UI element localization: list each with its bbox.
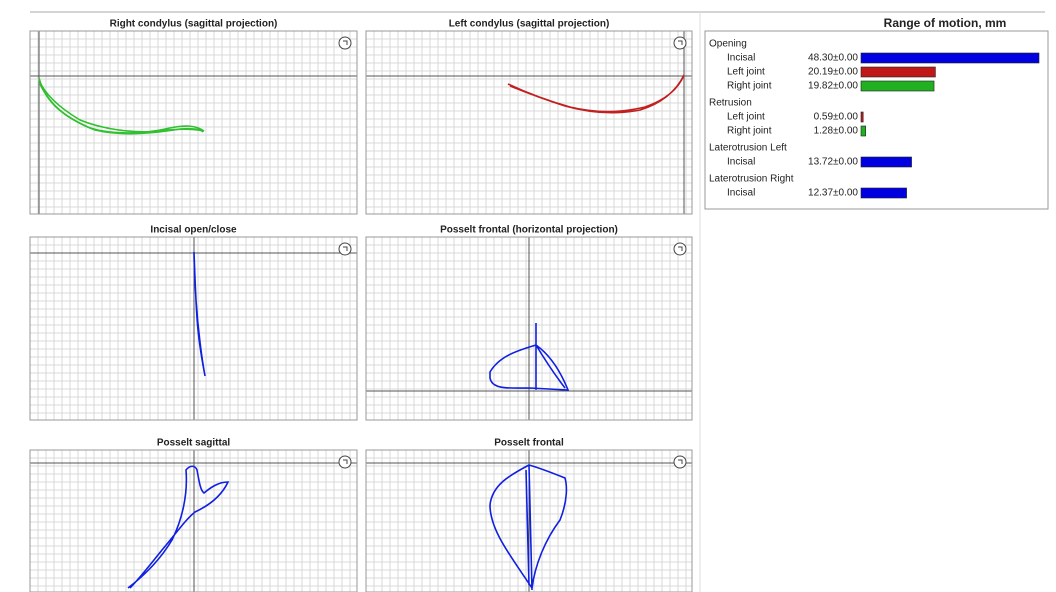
value-label: 12.37±0.00 [808,188,858,199]
view-icon [673,455,687,469]
plot: Posselt sagittal [29,438,358,592]
plots: Right condylus (sagittal projection) Left… [29,19,693,592]
view-icon [343,459,348,464]
row-label: Incisal [727,53,755,64]
row-label: Incisal [727,157,755,168]
trace [127,465,230,589]
bar [860,156,912,168]
value-label: 19.82±0.00 [808,81,858,92]
plot-frame [29,449,358,592]
view-icon [678,459,683,464]
value-label: 20.19±0.00 [808,67,858,78]
trace [39,83,204,135]
value-label: 0.59±0.00 [814,112,859,123]
plot-title: Incisal open/close [150,225,237,236]
plot-title: Posselt frontal (horizontal projection) [440,225,618,236]
trace [193,251,206,377]
motion-list: Opening Incisal 48.30±0.00 Left joint 20.19±… [709,39,1040,199]
plot: Right condylus (sagittal projection) [29,19,358,215]
view-icon [338,242,352,256]
plot-area [366,31,692,214]
trace [489,464,568,591]
plot-frame [29,236,358,421]
row-label: Incisal [727,188,755,199]
trace [489,323,570,391]
plot-title: Posselt frontal [494,438,564,449]
value-label: 1.28±0.00 [814,126,859,137]
view-icon [338,455,352,469]
row-label: Left joint [727,67,765,78]
view-icon [678,40,683,45]
plot-frame [29,30,358,215]
plot-title: Right condylus (sagittal projection) [110,19,278,30]
plot-frame [365,449,693,592]
row-label: Right joint [727,126,772,137]
view-icon [673,242,687,256]
plot: Left condylus (sagittal projection) [365,19,693,215]
bar [860,52,1040,64]
group-label: Laterotrusion Right [709,174,794,185]
row-label: Right joint [727,81,772,92]
trace [507,74,685,114]
view-icon [338,36,352,50]
plot: Incisal open/close [29,225,358,421]
value-label: 13.72±0.00 [808,157,858,168]
group-label: Opening [709,39,747,50]
bar [860,80,935,92]
traces [38,74,685,591]
motion-box [704,30,1049,210]
view-icon [343,40,348,45]
plot: Posselt frontal (horizontal projection) [365,225,693,421]
value-label: 48.30±0.00 [808,53,858,64]
plot-frame [365,236,693,421]
plot-title: Posselt sagittal [157,438,231,449]
view-icon [343,246,348,251]
bar [860,66,936,78]
motion-title: Range of motion, mm [884,16,1007,30]
bar [860,187,907,199]
view-icon [673,36,687,50]
plot-title: Left condylus (sagittal projection) [449,19,610,30]
row-label: Left joint [727,112,765,123]
bar [860,111,864,123]
bar [860,125,867,137]
view-icon [678,246,683,251]
group-label: Retrusion [709,98,752,109]
group-label: Laterotrusion Left [709,143,787,154]
plot-frame [365,30,693,215]
